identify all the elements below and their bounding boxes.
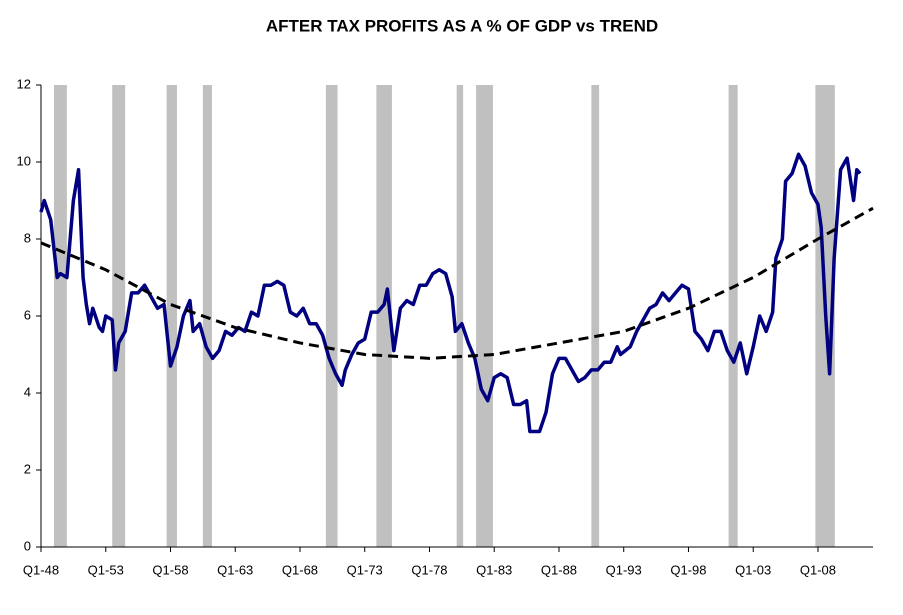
series-line — [39, 152, 862, 434]
recession-band — [325, 85, 338, 547]
recession-band — [166, 85, 177, 547]
y-tick-label: 10 — [17, 153, 31, 168]
x-tick-label: Q1-68 — [282, 562, 318, 577]
y-tick-label: 12 — [17, 76, 31, 91]
x-tick-label: Q1-48 — [23, 562, 59, 577]
x-tick-label: Q1-78 — [411, 562, 447, 577]
y-tick-label: 2 — [24, 461, 31, 476]
y-tick-label: 6 — [24, 307, 31, 322]
recession-band — [112, 85, 126, 547]
series-line — [40, 206, 874, 360]
x-tick-label: Q1-53 — [88, 562, 124, 577]
x-tick-label: Q1-93 — [606, 562, 642, 577]
y-tick-label: 0 — [24, 538, 31, 553]
x-tick-label: Q1-73 — [347, 562, 383, 577]
recession-band — [728, 85, 738, 547]
recession-band — [376, 85, 392, 547]
y-tick-label: 8 — [24, 230, 31, 245]
recession-band — [202, 85, 212, 547]
y-tick-label: 4 — [24, 384, 31, 399]
x-tick-label: Q1-88 — [541, 562, 577, 577]
x-tick-label: Q1-83 — [476, 562, 512, 577]
x-tick-label: Q1-08 — [800, 562, 836, 577]
chart-title: AFTER TAX PROFITS AS A % OF GDP vs TREND — [266, 16, 658, 35]
x-tick-label: Q1-98 — [670, 562, 706, 577]
x-tick-label: Q1-03 — [735, 562, 771, 577]
recession-band — [53, 85, 67, 547]
recession-band — [456, 85, 464, 547]
recession-band — [591, 85, 600, 547]
recession-band — [476, 85, 493, 547]
x-tick-label: Q1-63 — [217, 562, 253, 577]
x-tick-label: Q1-58 — [152, 562, 188, 577]
